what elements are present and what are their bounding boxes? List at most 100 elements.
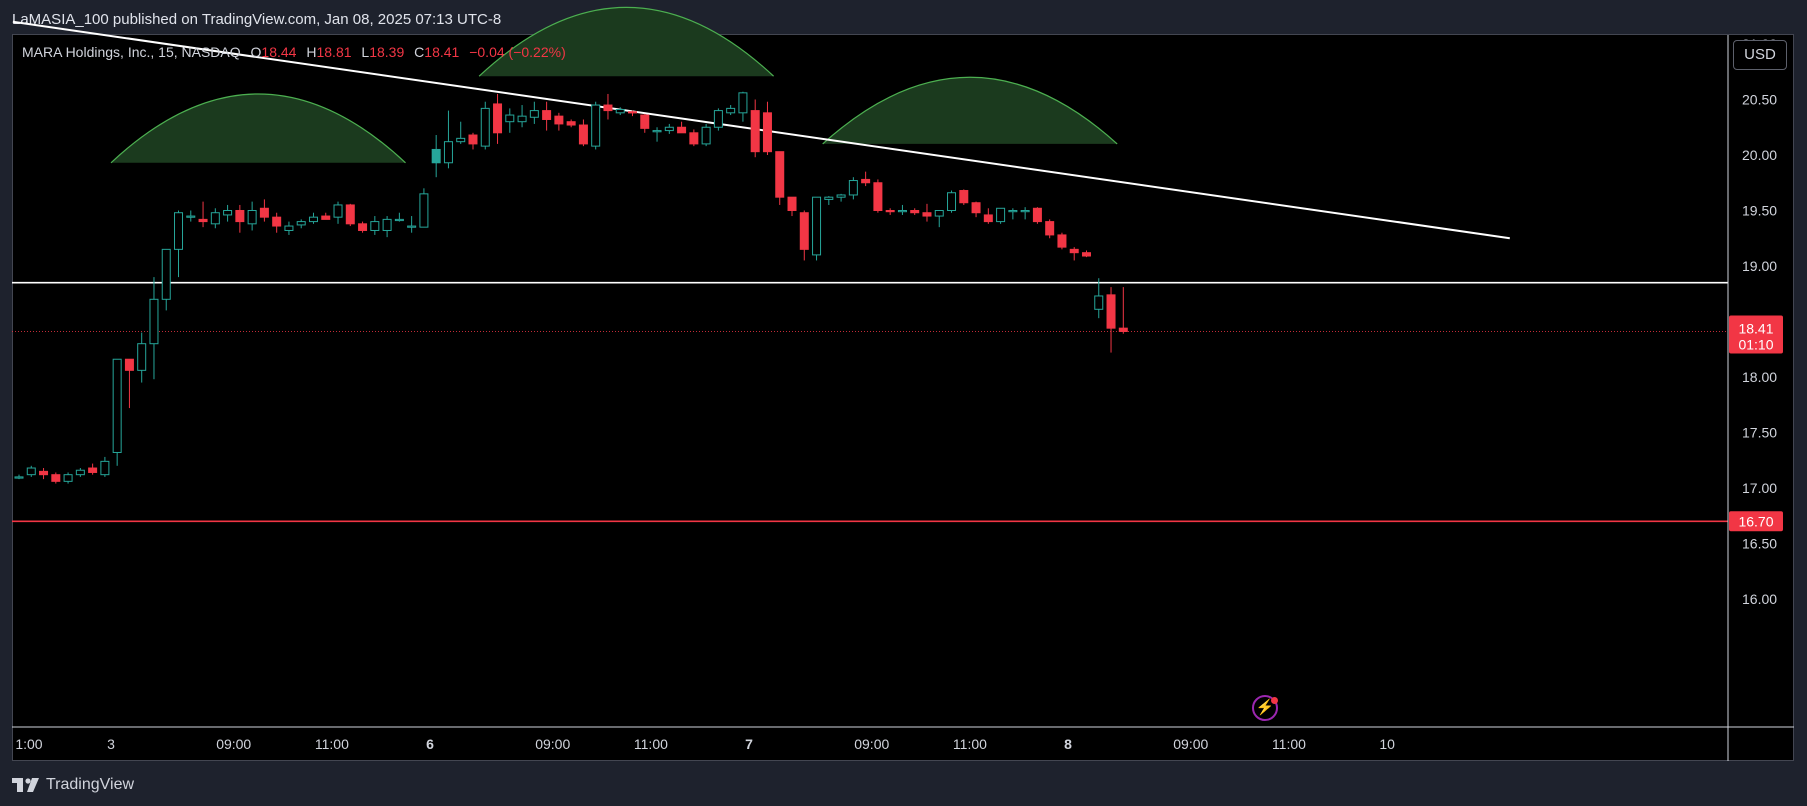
candle-10[interactable]	[124, 358, 134, 409]
candle-25[interactable]	[308, 212, 318, 224]
candle-42[interactable]	[517, 105, 527, 128]
candle-35[interactable]	[431, 135, 441, 178]
candle-57[interactable]	[701, 123, 711, 147]
candle-29[interactable]	[358, 221, 368, 233]
candle-17[interactable]	[210, 208, 220, 229]
candle-78[interactable]	[959, 189, 969, 205]
candle-1[interactable]	[14, 474, 24, 480]
candle-32[interactable]	[394, 212, 404, 222]
arc-3[interactable]	[822, 76, 1118, 145]
candle-82[interactable]	[1008, 208, 1018, 220]
candle-84[interactable]	[1032, 207, 1042, 224]
candle-33[interactable]	[407, 216, 417, 233]
candle-8[interactable]	[100, 456, 110, 477]
candle-86[interactable]	[1057, 232, 1067, 250]
candle-30[interactable]	[370, 216, 380, 235]
candle-3[interactable]	[39, 468, 49, 480]
candle-88[interactable]	[1081, 250, 1091, 258]
candle-15[interactable]	[186, 210, 196, 222]
candle-5[interactable]	[63, 472, 73, 484]
candle-18[interactable]	[223, 204, 233, 222]
candle-38[interactable]	[468, 132, 478, 150]
candle-56[interactable]	[689, 129, 699, 147]
candle-6[interactable]	[75, 468, 85, 477]
candle-21[interactable]	[259, 199, 269, 222]
candle-39[interactable]	[480, 101, 490, 150]
candle-51[interactable]	[628, 110, 637, 117]
candle-47[interactable]	[578, 119, 588, 147]
candle-11[interactable]	[137, 332, 147, 383]
candle-9[interactable]	[112, 358, 122, 466]
arc-1[interactable]	[110, 93, 406, 164]
candle-31[interactable]	[382, 216, 392, 238]
candle-20[interactable]	[247, 201, 257, 231]
candle-36[interactable]	[443, 110, 453, 169]
candle-64[interactable]	[787, 196, 797, 217]
candle-90[interactable]	[1106, 287, 1116, 353]
candle-14[interactable]	[174, 210, 184, 278]
candle-37[interactable]	[456, 121, 466, 144]
candle-70[interactable]	[861, 171, 871, 187]
candle-2[interactable]	[26, 465, 36, 477]
candle-80[interactable]	[983, 208, 993, 224]
candle-46[interactable]	[566, 119, 576, 128]
candle-22[interactable]	[272, 212, 282, 233]
candle-59[interactable]	[726, 105, 736, 116]
candle-48[interactable]	[591, 101, 601, 150]
candle-7[interactable]	[88, 463, 98, 475]
candle-62[interactable]	[762, 101, 772, 155]
footer[interactable]: TradingView	[12, 772, 134, 798]
candle-68[interactable]	[836, 193, 846, 202]
candle-13[interactable]	[161, 248, 171, 311]
candle-27[interactable]	[333, 201, 343, 224]
candle-73[interactable]	[897, 204, 907, 215]
candle-69[interactable]	[848, 177, 858, 200]
candle-19[interactable]	[235, 204, 245, 233]
candle-12[interactable]	[149, 277, 159, 380]
candle-53[interactable]	[652, 127, 662, 142]
lightning-icon[interactable]: ⚡	[1252, 695, 1278, 721]
candle-89[interactable]	[1094, 278, 1104, 319]
candle-52[interactable]	[640, 113, 650, 133]
candle-75[interactable]	[922, 203, 932, 222]
candle-72[interactable]	[885, 208, 895, 215]
candle-49[interactable]	[603, 93, 613, 120]
currency-button[interactable]: USD	[1733, 40, 1787, 70]
candle-79[interactable]	[971, 201, 981, 218]
candle-81[interactable]	[996, 207, 1006, 224]
candle-44[interactable]	[542, 101, 552, 131]
candle-26[interactable]	[321, 212, 331, 220]
candle-76[interactable]	[934, 210, 944, 228]
candle-60[interactable]	[738, 91, 748, 122]
candle-43[interactable]	[529, 101, 539, 124]
candle-16[interactable]	[198, 201, 208, 228]
candle-24[interactable]	[296, 219, 306, 229]
candle-40[interactable]	[493, 93, 503, 144]
candle-50[interactable]	[615, 107, 625, 116]
candle-28[interactable]	[345, 203, 355, 227]
symbol-legend[interactable]: MARA Holdings, Inc., 15, NASDAQ O18.44 H…	[22, 44, 566, 60]
candle-4[interactable]	[51, 472, 61, 484]
candle-71[interactable]	[873, 179, 883, 213]
candle-41[interactable]	[505, 108, 515, 133]
candle-34[interactable]	[419, 188, 429, 228]
candle-61[interactable]	[750, 99, 760, 158]
candle-87[interactable]	[1069, 247, 1079, 261]
candle-63[interactable]	[775, 151, 785, 205]
candle-85[interactable]	[1045, 219, 1055, 239]
candle-55[interactable]	[677, 121, 687, 134]
candle-23[interactable]	[284, 221, 294, 235]
candle-77[interactable]	[947, 190, 957, 213]
candle-83[interactable]	[1020, 207, 1030, 220]
candle-65[interactable]	[799, 210, 809, 261]
candle-54[interactable]	[664, 123, 674, 134]
arc-2[interactable]	[478, 6, 775, 77]
candle-45[interactable]	[554, 112, 564, 131]
candle-66[interactable]	[812, 196, 822, 261]
candle-74[interactable]	[910, 208, 920, 215]
trendline[interactable]	[12, 20, 1510, 240]
candle-67[interactable]	[824, 196, 834, 205]
candle-91[interactable]	[1118, 287, 1128, 334]
candle-58[interactable]	[713, 108, 723, 131]
